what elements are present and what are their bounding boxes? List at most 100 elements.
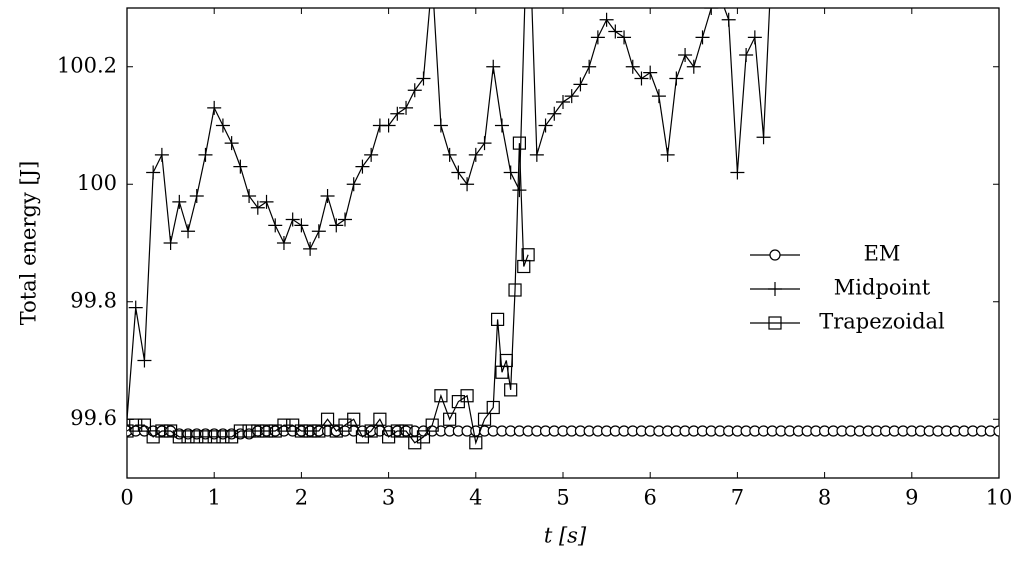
marker bbox=[768, 282, 782, 296]
marker bbox=[477, 412, 492, 426]
marker bbox=[129, 418, 143, 432]
marker bbox=[499, 353, 513, 368]
x-tick-label: 5 bbox=[556, 486, 569, 510]
marker bbox=[276, 236, 291, 250]
marker bbox=[508, 283, 522, 297]
x-tick-label: 7 bbox=[731, 486, 744, 510]
plot-area bbox=[127, 8, 999, 450]
marker bbox=[399, 100, 414, 115]
y-tick-label: 100 bbox=[77, 171, 117, 195]
marker bbox=[250, 200, 265, 215]
x-tick-label: 0 bbox=[120, 486, 133, 510]
marker bbox=[294, 424, 308, 438]
marker bbox=[460, 389, 474, 403]
marker bbox=[155, 424, 169, 438]
x-axis-label: t [s] bbox=[544, 524, 587, 548]
marker bbox=[469, 436, 483, 450]
marker bbox=[460, 177, 475, 192]
marker bbox=[303, 424, 317, 438]
marker bbox=[146, 165, 161, 180]
x-tick-label: 9 bbox=[905, 486, 918, 510]
marker bbox=[643, 65, 658, 80]
marker bbox=[504, 383, 518, 397]
marker bbox=[242, 189, 257, 203]
marker bbox=[599, 12, 614, 27]
marker bbox=[769, 249, 781, 261]
marker bbox=[686, 59, 701, 74]
marker bbox=[207, 430, 221, 444]
marker bbox=[407, 83, 422, 98]
marker bbox=[137, 418, 152, 432]
marker bbox=[259, 424, 274, 438]
marker bbox=[233, 159, 248, 174]
legend-label: EM bbox=[864, 242, 901, 266]
series-line bbox=[127, 8, 771, 420]
y-tick-label: 99.6 bbox=[70, 406, 117, 430]
marker bbox=[529, 147, 544, 162]
marker bbox=[320, 412, 335, 426]
marker bbox=[416, 71, 431, 86]
marker bbox=[442, 147, 457, 162]
x-tick-label: 3 bbox=[382, 486, 395, 510]
marker bbox=[491, 312, 505, 326]
marker bbox=[285, 212, 300, 227]
marker bbox=[347, 412, 361, 426]
marker bbox=[768, 316, 782, 330]
marker bbox=[224, 136, 239, 151]
marker bbox=[512, 136, 527, 150]
marker bbox=[215, 118, 230, 133]
marker bbox=[311, 224, 326, 239]
x-tick-label: 10 bbox=[986, 486, 1013, 510]
y-tick-label: 99.8 bbox=[70, 288, 117, 312]
marker bbox=[547, 106, 562, 121]
marker bbox=[756, 130, 771, 145]
marker bbox=[338, 212, 352, 227]
marker bbox=[617, 30, 632, 45]
marker bbox=[993, 425, 999, 437]
marker bbox=[538, 118, 553, 133]
y-tick-label: 100.2 bbox=[57, 53, 117, 77]
marker bbox=[451, 165, 466, 180]
marker bbox=[355, 159, 370, 174]
marker bbox=[433, 118, 448, 133]
marker bbox=[198, 147, 213, 162]
marker bbox=[651, 89, 666, 104]
x-tick-label: 2 bbox=[295, 486, 308, 510]
marker bbox=[163, 236, 178, 250]
marker bbox=[434, 389, 448, 403]
marker bbox=[486, 400, 500, 415]
marker bbox=[277, 418, 291, 432]
x-tick-label: 1 bbox=[208, 486, 221, 510]
marker bbox=[678, 48, 693, 62]
marker bbox=[556, 95, 570, 109]
series-line bbox=[127, 143, 529, 445]
marker bbox=[251, 424, 265, 438]
marker bbox=[625, 59, 640, 74]
marker bbox=[634, 71, 649, 86]
x-tick-label: 4 bbox=[469, 486, 482, 510]
marker bbox=[154, 147, 169, 162]
marker bbox=[443, 412, 457, 426]
marker bbox=[486, 59, 501, 74]
marker bbox=[364, 147, 379, 162]
marker bbox=[669, 71, 684, 86]
marker bbox=[233, 424, 247, 438]
marker bbox=[294, 218, 309, 233]
marker bbox=[364, 424, 378, 438]
marker bbox=[582, 59, 597, 74]
x-tick-label: 8 bbox=[818, 486, 831, 510]
y-axis-label: Total energy [J] bbox=[17, 161, 41, 326]
marker bbox=[329, 218, 344, 233]
marker bbox=[564, 89, 579, 104]
marker bbox=[303, 241, 318, 256]
marker bbox=[242, 424, 256, 438]
marker bbox=[190, 430, 204, 444]
marker bbox=[399, 424, 413, 438]
marker bbox=[747, 30, 762, 45]
marker bbox=[477, 136, 492, 151]
marker bbox=[416, 430, 431, 444]
marker bbox=[198, 430, 213, 444]
marker bbox=[425, 418, 439, 432]
marker bbox=[573, 77, 588, 92]
